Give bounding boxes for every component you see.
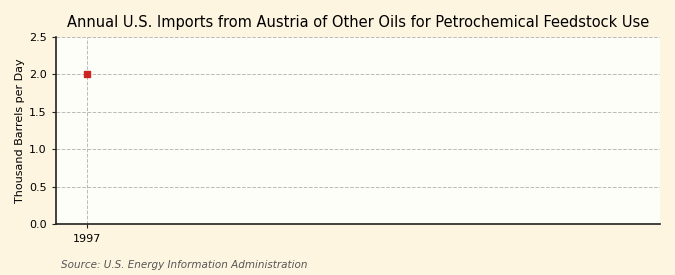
Text: Source: U.S. Energy Information Administration: Source: U.S. Energy Information Administ…	[61, 260, 307, 270]
Y-axis label: Thousand Barrels per Day: Thousand Barrels per Day	[15, 58, 25, 203]
Title: Annual U.S. Imports from Austria of Other Oils for Petrochemical Feedstock Use: Annual U.S. Imports from Austria of Othe…	[67, 15, 649, 30]
